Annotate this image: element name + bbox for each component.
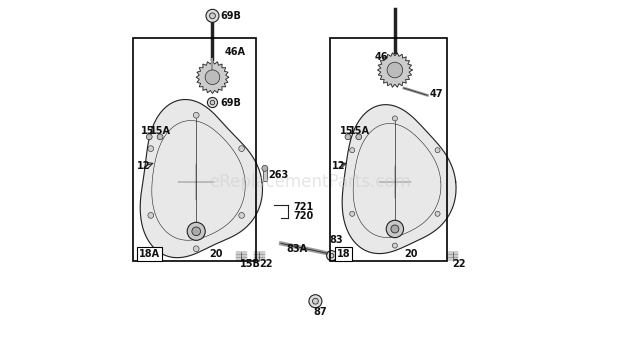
Text: 20: 20 (404, 249, 417, 259)
Text: 15: 15 (141, 126, 154, 136)
Text: 20: 20 (209, 249, 223, 259)
Text: 263: 263 (268, 170, 289, 180)
Circle shape (148, 213, 154, 218)
Circle shape (387, 62, 402, 78)
Circle shape (392, 243, 397, 248)
Polygon shape (342, 105, 456, 254)
Circle shape (210, 100, 215, 105)
Text: 18: 18 (337, 249, 350, 259)
Text: 22: 22 (453, 260, 466, 269)
Circle shape (146, 134, 152, 140)
Circle shape (148, 146, 154, 151)
Text: 83A: 83A (286, 244, 308, 254)
Text: 12: 12 (332, 161, 345, 171)
Text: 22: 22 (259, 260, 273, 269)
Polygon shape (140, 99, 262, 258)
Circle shape (309, 295, 322, 308)
Text: 15A: 15A (349, 126, 370, 136)
Polygon shape (196, 61, 229, 94)
Circle shape (350, 211, 355, 216)
Circle shape (350, 148, 355, 153)
Circle shape (239, 213, 244, 218)
Text: eReplacementParts.com: eReplacementParts.com (209, 173, 411, 191)
Circle shape (391, 225, 399, 233)
Circle shape (208, 98, 218, 108)
Text: 721: 721 (294, 202, 314, 211)
Circle shape (435, 148, 440, 153)
Circle shape (435, 211, 440, 216)
Text: 87: 87 (314, 307, 327, 317)
Text: 18A: 18A (139, 249, 160, 259)
Circle shape (193, 246, 199, 252)
Circle shape (327, 251, 337, 261)
Circle shape (157, 134, 163, 140)
Circle shape (386, 220, 404, 238)
Text: 12: 12 (136, 161, 150, 171)
Circle shape (206, 9, 219, 22)
Bar (263, 168, 267, 181)
Text: 46: 46 (375, 52, 389, 62)
Text: 47: 47 (429, 88, 443, 99)
Circle shape (210, 13, 215, 19)
Text: 15B: 15B (239, 260, 260, 269)
Text: 15A: 15A (150, 126, 171, 136)
Text: 46A: 46A (224, 47, 246, 57)
Circle shape (239, 146, 244, 151)
Circle shape (345, 134, 351, 140)
Circle shape (192, 227, 200, 236)
Circle shape (356, 134, 361, 140)
Text: 83: 83 (330, 235, 343, 245)
Circle shape (312, 298, 318, 304)
Circle shape (329, 253, 334, 258)
Circle shape (187, 222, 205, 240)
Circle shape (193, 112, 199, 118)
Polygon shape (378, 53, 412, 87)
Circle shape (392, 116, 397, 121)
Circle shape (205, 70, 219, 84)
Circle shape (262, 165, 268, 171)
Text: 69B: 69B (221, 11, 242, 21)
Text: 15: 15 (340, 126, 353, 136)
Text: 69B: 69B (221, 98, 242, 107)
Text: 720: 720 (294, 211, 314, 221)
